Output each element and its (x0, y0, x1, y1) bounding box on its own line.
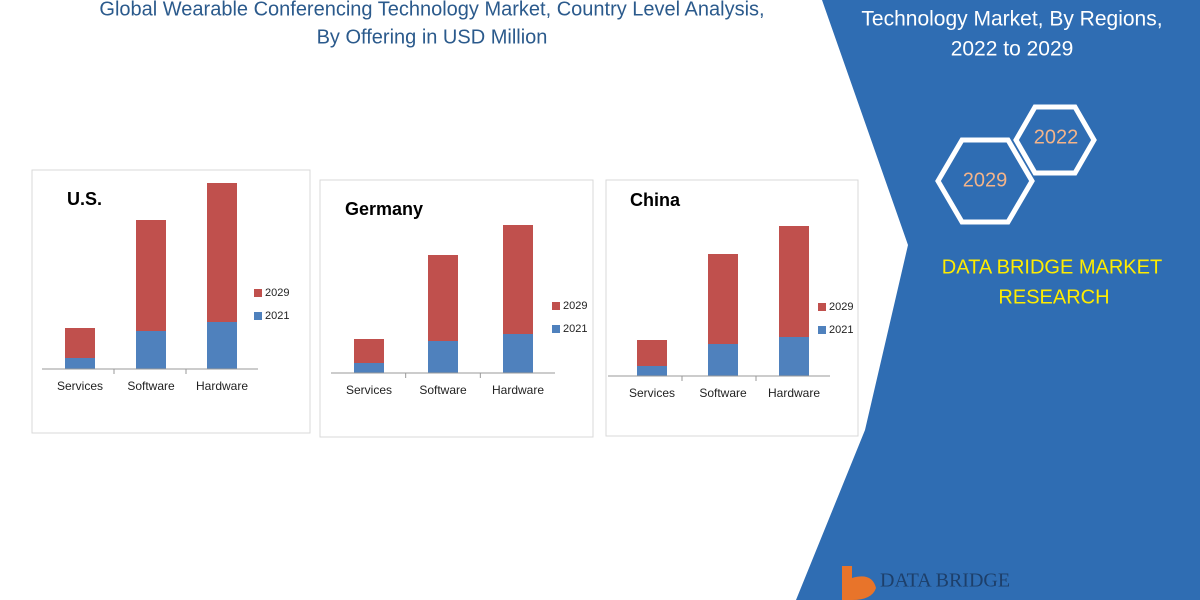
bar-segment (779, 226, 809, 337)
legend-label: 2021 (563, 323, 587, 335)
bar-segment (503, 225, 533, 334)
legend-swatch (254, 289, 262, 297)
bar-segment (65, 358, 95, 369)
legend-swatch (552, 325, 560, 333)
x-tick-label: Software (419, 383, 467, 397)
bar-segment (65, 328, 95, 358)
bar-segment (503, 334, 533, 373)
bar-segment (136, 220, 166, 331)
chart-frame (31, 169, 311, 434)
x-tick-label: Hardware (492, 383, 544, 397)
legend-label: 2021 (829, 324, 853, 336)
bar-segment (428, 341, 458, 373)
brand-line: DATA BRIDGE MARKET (942, 256, 1162, 278)
chart-title: Germany (345, 199, 423, 219)
x-tick-label: Software (127, 379, 175, 393)
bar-segment (354, 339, 384, 363)
legend-swatch (818, 326, 826, 334)
x-tick-label: Software (699, 386, 747, 400)
panel-line: Technology Market, By Regions, (861, 8, 1162, 31)
x-tick-label: Services (57, 379, 103, 393)
title-line: By Offering in USD Million (317, 26, 548, 48)
legend-label: 2029 (563, 300, 587, 312)
bar-segment (207, 322, 237, 369)
legend-swatch (254, 312, 262, 320)
bar-segment (708, 254, 738, 344)
panel-line: 2022 to 2029 (951, 38, 1074, 61)
bar-segment (637, 340, 667, 366)
hexagon (1013, 104, 1097, 176)
bar-segment (136, 331, 166, 369)
x-tick-label: Hardware (196, 379, 248, 393)
logo-mark (842, 566, 876, 600)
x-tick-label: Hardware (768, 386, 820, 400)
legend-label: 2029 (265, 287, 289, 299)
brand-line: RESEARCH (998, 286, 1109, 308)
legend-label: 2021 (265, 310, 289, 322)
bar-segment (354, 363, 384, 373)
hexagon-label: 2029 (963, 169, 1008, 191)
title-line: Global Wearable Conferencing Technology … (99, 0, 764, 20)
chart-title: China (630, 190, 681, 210)
x-tick-label: Services (346, 383, 392, 397)
bar-segment (637, 366, 667, 376)
bar-segment (708, 344, 738, 376)
legend-label: 2029 (829, 301, 853, 313)
logo-text: DATA BRIDGE (880, 570, 1010, 592)
legend-swatch (818, 303, 826, 311)
bar-segment (207, 183, 237, 322)
bar-segment (779, 337, 809, 376)
hexagon (935, 137, 1035, 225)
bar-segment (428, 255, 458, 341)
hexagon-label: 2022 (1034, 126, 1079, 148)
side-panel (796, 0, 1200, 600)
x-tick-label: Services (629, 386, 675, 400)
chart-title: U.S. (67, 189, 102, 209)
legend-swatch (552, 302, 560, 310)
